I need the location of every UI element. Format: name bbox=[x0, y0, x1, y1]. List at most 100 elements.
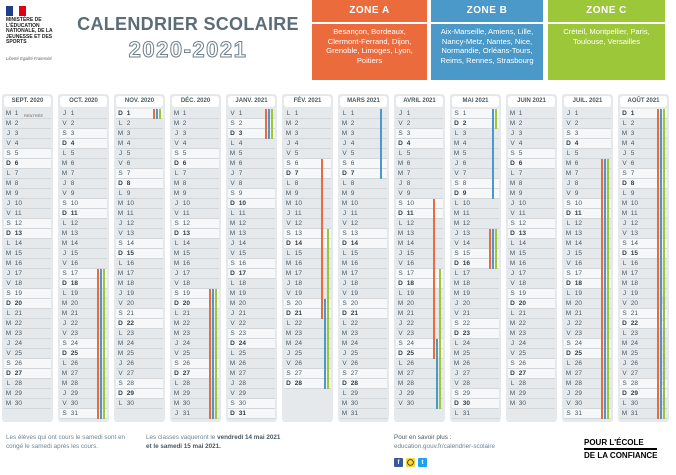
day-letter: D bbox=[510, 300, 515, 307]
day-number: 18 bbox=[125, 280, 135, 287]
day-number: 20 bbox=[293, 300, 303, 307]
day-row: V 19 bbox=[340, 289, 387, 299]
day-number: 6 bbox=[573, 160, 579, 167]
day-number: 23 bbox=[405, 330, 415, 337]
more-info-link[interactable]: education.gouv.fr/calendrier-scolaire bbox=[394, 442, 496, 450]
day-number: 8 bbox=[125, 180, 131, 187]
day-number: 3 bbox=[629, 130, 635, 137]
day-number: 2 bbox=[517, 120, 523, 127]
day-row: M 30 bbox=[508, 399, 555, 409]
day-number: 30 bbox=[237, 400, 247, 407]
day-number: 19 bbox=[125, 290, 135, 297]
day-letter: D bbox=[622, 180, 627, 187]
day-letter: J bbox=[566, 250, 571, 257]
day-row: M 21 bbox=[60, 309, 107, 319]
day-number: 30 bbox=[461, 400, 471, 407]
day-letter: J bbox=[566, 180, 571, 187]
day-letter: L bbox=[510, 170, 515, 177]
day-letter: D bbox=[398, 280, 403, 287]
day-number: 3 bbox=[405, 130, 411, 137]
day-letter: J bbox=[398, 390, 403, 397]
day-row: V 20 bbox=[620, 299, 667, 309]
day-row: S 3 bbox=[564, 129, 611, 139]
day-letter: V bbox=[174, 350, 179, 357]
day-number: 18 bbox=[237, 280, 247, 287]
day-letter: S bbox=[342, 370, 347, 377]
day-row: M 23 bbox=[4, 329, 51, 339]
day-number: 23 bbox=[293, 330, 303, 337]
day-letter: D bbox=[6, 160, 11, 167]
day-letter: L bbox=[622, 400, 627, 407]
day-letter: S bbox=[6, 360, 11, 367]
day-number: 5 bbox=[517, 150, 523, 157]
day-row: V 30 bbox=[60, 399, 107, 409]
day-letter: J bbox=[622, 290, 627, 297]
day-letter: M bbox=[397, 300, 404, 307]
day-number: 20 bbox=[69, 300, 79, 307]
day-row: M 11 bbox=[620, 209, 667, 219]
day-number: 14 bbox=[461, 240, 471, 247]
day-letter: S bbox=[6, 220, 11, 227]
day-number: 27 bbox=[237, 370, 247, 377]
day-number: 9 bbox=[405, 190, 411, 197]
day-number: 6 bbox=[405, 160, 411, 167]
day-number: 28 bbox=[629, 380, 639, 387]
day-row: M 11 bbox=[452, 209, 499, 219]
day-number: 26 bbox=[405, 360, 415, 367]
day-row: D 20 bbox=[508, 299, 555, 309]
day-letter: V bbox=[566, 190, 571, 197]
title-year: 2020-2021 bbox=[128, 37, 248, 63]
day-letter: L bbox=[510, 240, 515, 247]
day-number: 2 bbox=[237, 120, 243, 127]
day-number: 29 bbox=[629, 390, 639, 397]
day-row: J 3 bbox=[508, 129, 555, 139]
day-letter: J bbox=[510, 270, 515, 277]
day-number: 7 bbox=[293, 170, 299, 177]
day-letter: M bbox=[453, 220, 460, 227]
day-number: 6 bbox=[181, 160, 187, 167]
day-number: 3 bbox=[237, 130, 243, 137]
day-row: M 19 bbox=[452, 289, 499, 299]
day-letter: S bbox=[6, 150, 11, 157]
day-number: 28 bbox=[181, 380, 191, 387]
day-number: 8 bbox=[69, 180, 75, 187]
day-row: M 19 bbox=[228, 289, 275, 299]
day-letter: L bbox=[174, 380, 179, 387]
day-letter: S bbox=[230, 120, 235, 127]
day-letter: L bbox=[342, 180, 347, 187]
day-row: L 19 bbox=[60, 289, 107, 299]
snapchat-icon[interactable]: ◯ bbox=[406, 458, 415, 467]
day-row: V 9 bbox=[396, 189, 443, 199]
day-row: M 4 bbox=[620, 139, 667, 149]
day-row: D 4 bbox=[60, 139, 107, 149]
day-letter: D bbox=[62, 280, 67, 287]
day-row: M 12 bbox=[452, 219, 499, 229]
month-header: OCT. 2020 bbox=[60, 96, 107, 107]
day-number: 10 bbox=[125, 200, 135, 207]
day-row: J 15 bbox=[60, 249, 107, 259]
day-row: D 20 bbox=[4, 299, 51, 309]
twitter-icon[interactable]: t bbox=[418, 458, 427, 467]
day-number: 11 bbox=[69, 210, 78, 217]
day-number: 28 bbox=[517, 380, 527, 387]
day-row: V 9 bbox=[564, 189, 611, 199]
day-letter: D bbox=[6, 370, 11, 377]
day-number: 1 bbox=[461, 110, 467, 117]
day-number: 6 bbox=[517, 160, 523, 167]
facebook-icon[interactable]: f bbox=[394, 458, 403, 467]
day-number: 7 bbox=[349, 170, 355, 177]
day-row: S 16 bbox=[228, 259, 275, 269]
day-number: 17 bbox=[349, 270, 359, 277]
day-letter: M bbox=[621, 270, 628, 277]
day-letter: M bbox=[173, 330, 180, 337]
day-letter: V bbox=[342, 150, 347, 157]
day-row: M 10 bbox=[116, 199, 163, 209]
day-number: 1 bbox=[517, 110, 523, 117]
day-letter: V bbox=[398, 330, 403, 337]
day-letter: L bbox=[62, 150, 67, 157]
day-number: 24 bbox=[349, 340, 359, 347]
day-number: 26 bbox=[237, 360, 247, 367]
day-letter: L bbox=[566, 150, 571, 157]
day-row: M 25 bbox=[620, 349, 667, 359]
